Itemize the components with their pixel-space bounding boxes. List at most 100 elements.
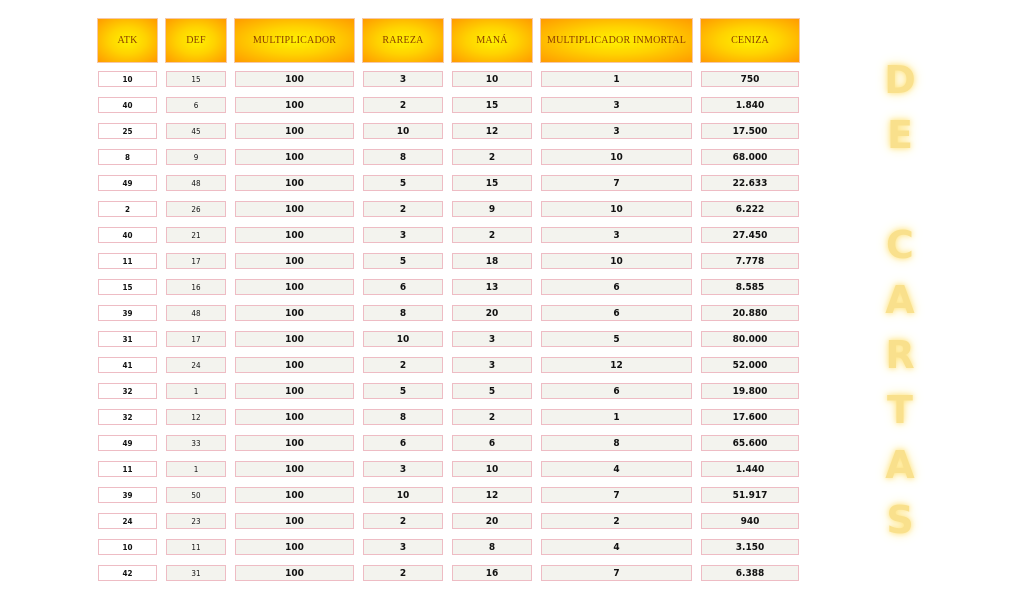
- cell-mana[interactable]: 13: [452, 279, 532, 295]
- cell-multiplicador[interactable]: 100: [235, 461, 354, 477]
- cell-def[interactable]: 1: [166, 383, 226, 399]
- cell-def[interactable]: 48: [166, 305, 226, 321]
- cell-def[interactable]: 9: [166, 149, 226, 165]
- cell-ceniza[interactable]: 65.600: [701, 435, 799, 451]
- cell-rareza[interactable]: 10: [363, 487, 443, 503]
- cell-atk[interactable]: 32: [98, 409, 157, 425]
- cell-mana[interactable]: 3: [452, 357, 532, 373]
- cell-atk[interactable]: 2: [98, 201, 157, 217]
- cell-multiplicador[interactable]: 100: [235, 513, 354, 529]
- cell-multiplicador[interactable]: 100: [235, 97, 354, 113]
- cell-mana[interactable]: 5: [452, 383, 532, 399]
- cell-rareza[interactable]: 3: [363, 227, 443, 243]
- cell-mana[interactable]: 15: [452, 97, 532, 113]
- cell-atk[interactable]: 11: [98, 253, 157, 269]
- cell-mana[interactable]: 8: [452, 539, 532, 555]
- cell-multiplicador-inmortal[interactable]: 2: [541, 513, 692, 529]
- cell-multiplicador[interactable]: 100: [235, 331, 354, 347]
- cell-rareza[interactable]: 10: [363, 331, 443, 347]
- cell-multiplicador[interactable]: 100: [235, 175, 354, 191]
- cell-def[interactable]: 16: [166, 279, 226, 295]
- cell-multiplicador[interactable]: 100: [235, 201, 354, 217]
- cell-mana[interactable]: 15: [452, 175, 532, 191]
- cell-multiplicador-inmortal[interactable]: 3: [541, 227, 692, 243]
- cell-def[interactable]: 11: [166, 539, 226, 555]
- cell-multiplicador-inmortal[interactable]: 6: [541, 383, 692, 399]
- cell-multiplicador[interactable]: 100: [235, 71, 354, 87]
- cell-rareza[interactable]: 2: [363, 565, 443, 581]
- cell-def[interactable]: 24: [166, 357, 226, 373]
- cell-atk[interactable]: 31: [98, 331, 157, 347]
- cell-mana[interactable]: 2: [452, 149, 532, 165]
- cell-ceniza[interactable]: 19.800: [701, 383, 799, 399]
- cell-atk[interactable]: 32: [98, 383, 157, 399]
- cell-multiplicador[interactable]: 100: [235, 149, 354, 165]
- cell-atk[interactable]: 41: [98, 357, 157, 373]
- cell-mana[interactable]: 2: [452, 409, 532, 425]
- cell-mana[interactable]: 20: [452, 305, 532, 321]
- cell-multiplicador-inmortal[interactable]: 7: [541, 565, 692, 581]
- cell-multiplicador-inmortal[interactable]: 5: [541, 331, 692, 347]
- cell-def[interactable]: 15: [166, 71, 226, 87]
- cell-atk[interactable]: 49: [98, 435, 157, 451]
- cell-def[interactable]: 17: [166, 331, 226, 347]
- cell-mana[interactable]: 3: [452, 331, 532, 347]
- cell-def[interactable]: 45: [166, 123, 226, 139]
- cell-mana[interactable]: 6: [452, 435, 532, 451]
- cell-mana[interactable]: 10: [452, 71, 532, 87]
- cell-multiplicador-inmortal[interactable]: 12: [541, 357, 692, 373]
- cell-multiplicador[interactable]: 100: [235, 357, 354, 373]
- cell-mana[interactable]: 12: [452, 123, 532, 139]
- cell-def[interactable]: 6: [166, 97, 226, 113]
- cell-atk[interactable]: 39: [98, 487, 157, 503]
- cell-ceniza[interactable]: 1.440: [701, 461, 799, 477]
- cell-multiplicador[interactable]: 100: [235, 487, 354, 503]
- cell-multiplicador-inmortal[interactable]: 10: [541, 149, 692, 165]
- cell-rareza[interactable]: 3: [363, 461, 443, 477]
- cell-multiplicador-inmortal[interactable]: 3: [541, 123, 692, 139]
- cell-ceniza[interactable]: 750: [701, 71, 799, 87]
- cell-atk[interactable]: 39: [98, 305, 157, 321]
- cell-atk[interactable]: 42: [98, 565, 157, 581]
- cell-mana[interactable]: 9: [452, 201, 532, 217]
- cell-ceniza[interactable]: 1.840: [701, 97, 799, 113]
- cell-multiplicador[interactable]: 100: [235, 279, 354, 295]
- cell-multiplicador[interactable]: 100: [235, 305, 354, 321]
- cell-rareza[interactable]: 6: [363, 279, 443, 295]
- cell-def[interactable]: 33: [166, 435, 226, 451]
- cell-ceniza[interactable]: 22.633: [701, 175, 799, 191]
- cell-atk[interactable]: 10: [98, 539, 157, 555]
- cell-multiplicador-inmortal[interactable]: 10: [541, 201, 692, 217]
- cell-multiplicador-inmortal[interactable]: 4: [541, 461, 692, 477]
- cell-multiplicador-inmortal[interactable]: 1: [541, 71, 692, 87]
- cell-ceniza[interactable]: 940: [701, 513, 799, 529]
- cell-ceniza[interactable]: 17.500: [701, 123, 799, 139]
- cell-ceniza[interactable]: 80.000: [701, 331, 799, 347]
- cell-rareza[interactable]: 2: [363, 357, 443, 373]
- cell-atk[interactable]: 10: [98, 71, 157, 87]
- cell-multiplicador[interactable]: 100: [235, 383, 354, 399]
- cell-multiplicador-inmortal[interactable]: 6: [541, 305, 692, 321]
- cell-ceniza[interactable]: 17.600: [701, 409, 799, 425]
- cell-multiplicador-inmortal[interactable]: 4: [541, 539, 692, 555]
- cell-ceniza[interactable]: 68.000: [701, 149, 799, 165]
- cell-atk[interactable]: 24: [98, 513, 157, 529]
- cell-multiplicador[interactable]: 100: [235, 409, 354, 425]
- cell-ceniza[interactable]: 3.150: [701, 539, 799, 555]
- cell-def[interactable]: 23: [166, 513, 226, 529]
- cell-def[interactable]: 12: [166, 409, 226, 425]
- cell-rareza[interactable]: 6: [363, 435, 443, 451]
- cell-atk[interactable]: 40: [98, 97, 157, 113]
- cell-atk[interactable]: 11: [98, 461, 157, 477]
- cell-def[interactable]: 48: [166, 175, 226, 191]
- cell-mana[interactable]: 2: [452, 227, 532, 243]
- cell-atk[interactable]: 25: [98, 123, 157, 139]
- cell-rareza[interactable]: 2: [363, 97, 443, 113]
- cell-def[interactable]: 50: [166, 487, 226, 503]
- cell-rareza[interactable]: 2: [363, 201, 443, 217]
- cell-atk[interactable]: 8: [98, 149, 157, 165]
- cell-multiplicador[interactable]: 100: [235, 123, 354, 139]
- cell-multiplicador-inmortal[interactable]: 10: [541, 253, 692, 269]
- cell-multiplicador-inmortal[interactable]: 8: [541, 435, 692, 451]
- cell-ceniza[interactable]: 27.450: [701, 227, 799, 243]
